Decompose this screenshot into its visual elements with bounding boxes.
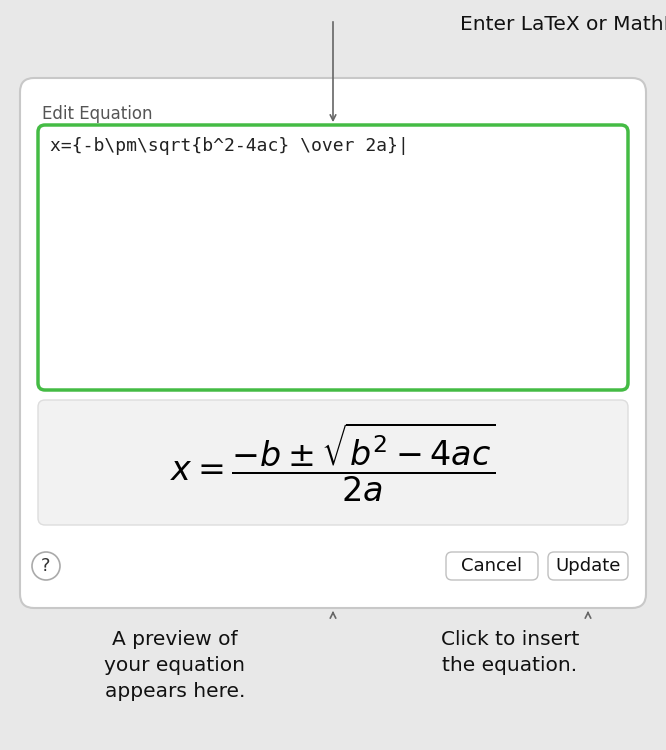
FancyBboxPatch shape [20, 78, 646, 608]
Text: appears here.: appears here. [105, 682, 245, 701]
Text: Cancel: Cancel [462, 557, 523, 575]
FancyBboxPatch shape [38, 400, 628, 525]
Text: Click to insert: Click to insert [441, 630, 579, 649]
Text: A preview of: A preview of [112, 630, 238, 649]
FancyBboxPatch shape [38, 125, 628, 390]
Text: ?: ? [41, 557, 51, 575]
Text: x={-b\pm\sqrt{b^2-4ac} \over 2a}|: x={-b\pm\sqrt{b^2-4ac} \over 2a}| [50, 137, 409, 155]
Text: Edit Equation: Edit Equation [42, 105, 153, 123]
Text: your equation: your equation [105, 656, 246, 675]
Circle shape [32, 552, 60, 580]
Text: the equation.: the equation. [442, 656, 577, 675]
Text: Update: Update [555, 557, 621, 575]
FancyBboxPatch shape [548, 552, 628, 580]
Text: Enter LaTeX or MathML here.: Enter LaTeX or MathML here. [460, 15, 666, 34]
FancyBboxPatch shape [446, 552, 538, 580]
Text: $x = \dfrac{-b \pm \sqrt{b^2 - 4ac}}{2a}$: $x = \dfrac{-b \pm \sqrt{b^2 - 4ac}}{2a}… [170, 421, 496, 504]
